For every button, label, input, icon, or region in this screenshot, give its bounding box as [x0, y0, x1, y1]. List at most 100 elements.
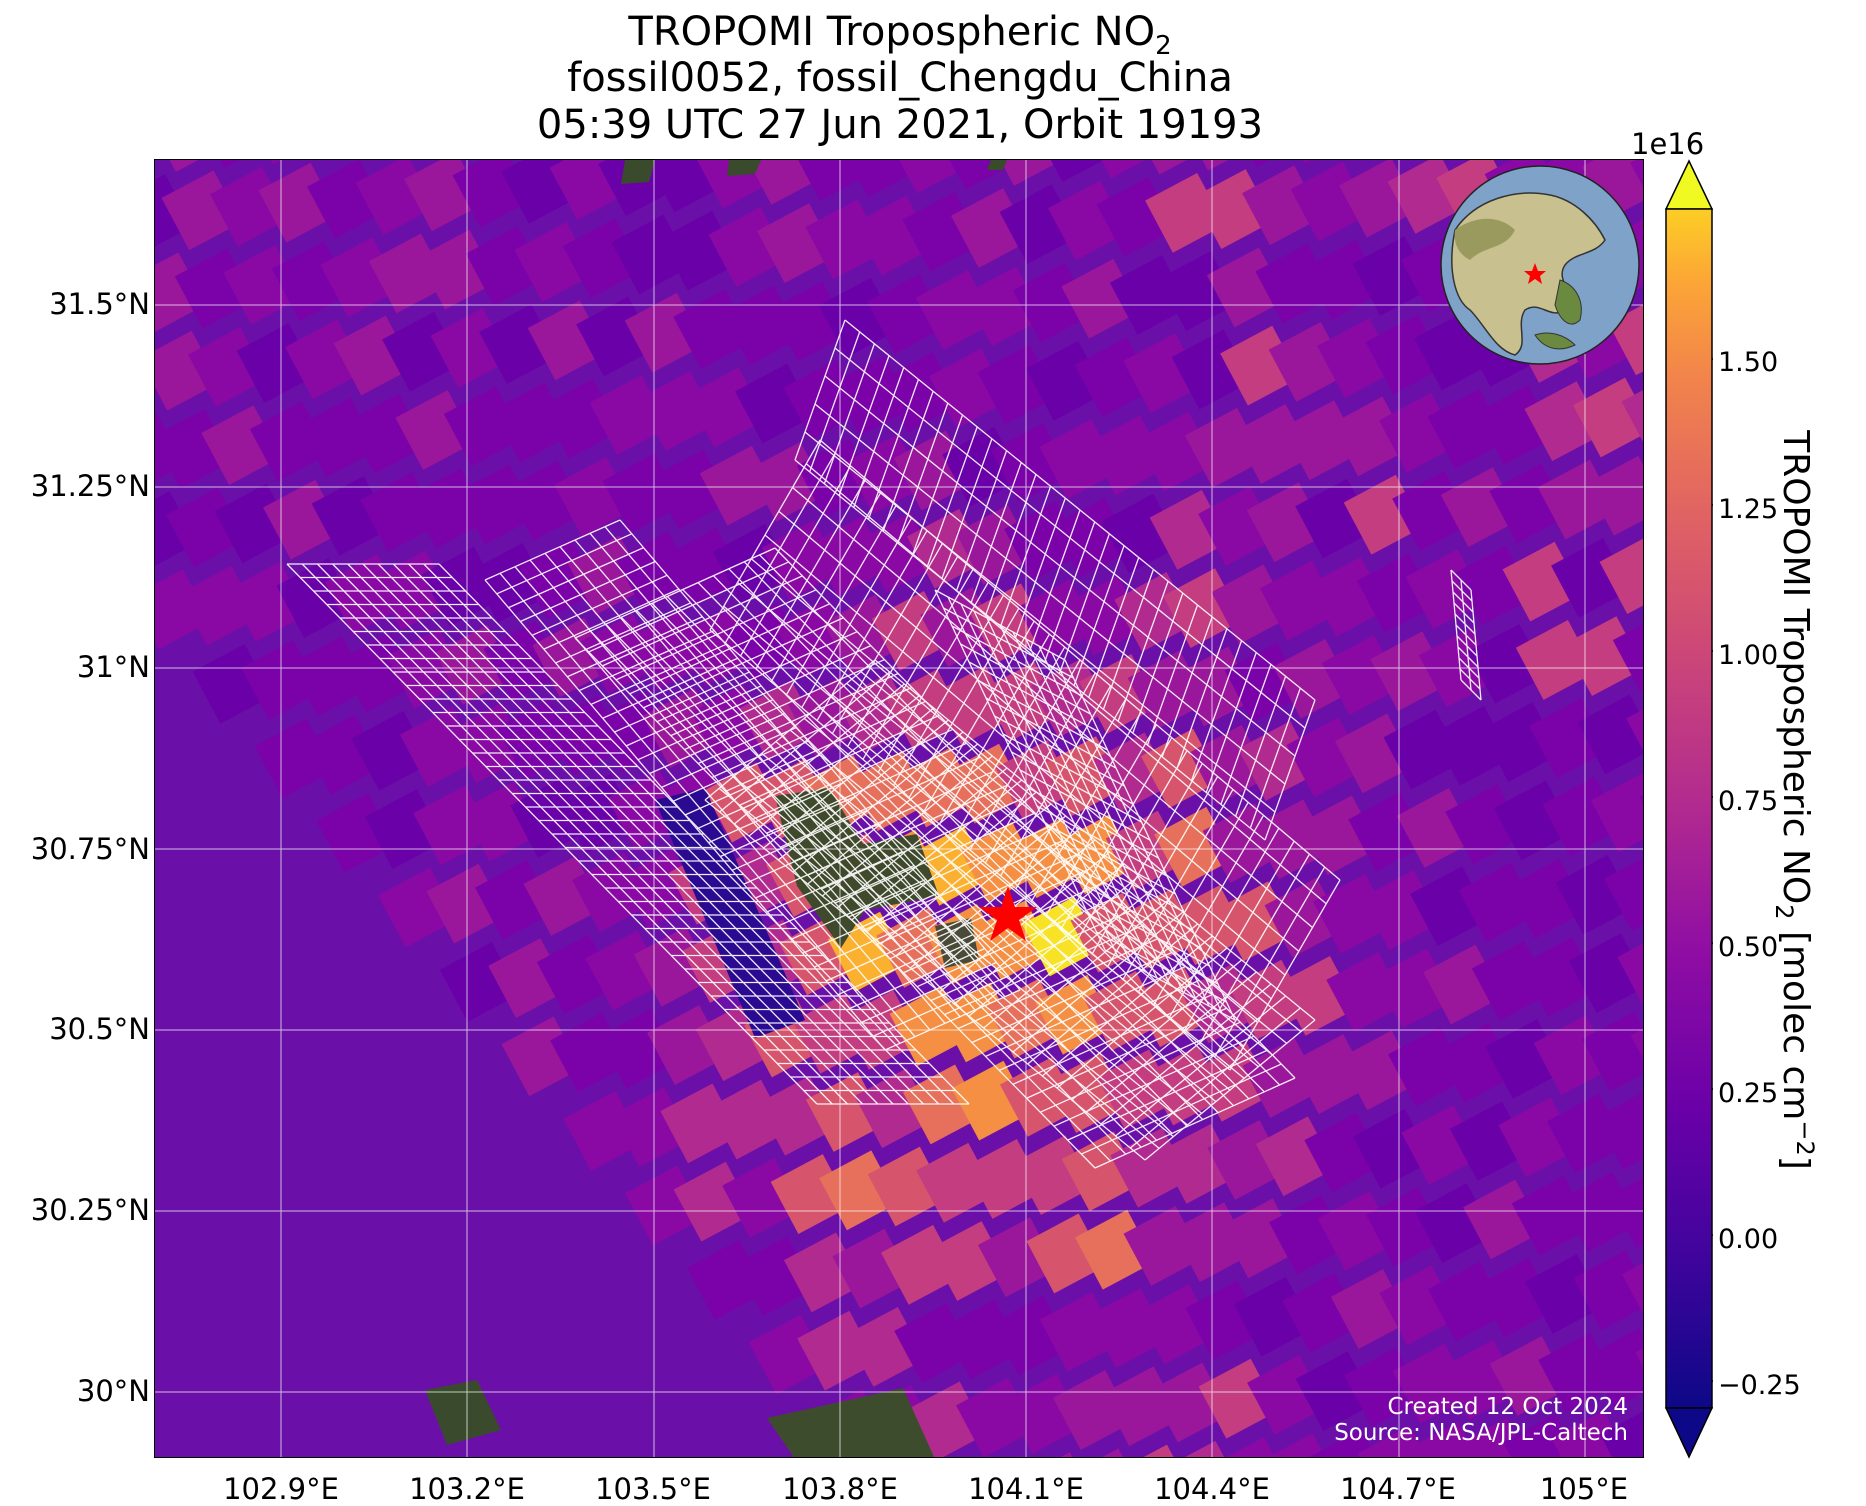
plume-mesh-line [1100, 983, 1272, 1125]
plume-mesh-line [794, 319, 846, 461]
lon-tick: 104.7°E [1340, 1472, 1456, 1506]
plume-mesh-line [1011, 751, 1142, 823]
lat-tick: 31.5°N [49, 287, 150, 321]
plume-mesh-line [770, 491, 882, 683]
plume-mesh-line [1104, 949, 1236, 1021]
plume-mesh-line [1045, 823, 1176, 895]
plume-mesh-line [578, 629, 715, 692]
colorbar-tick: 0.00 [1718, 1224, 1779, 1255]
lon-tick: 103.2°E [409, 1472, 525, 1506]
plume-mesh-line [882, 391, 934, 532]
plume-mesh-line [908, 607, 1020, 799]
no2-pixel [889, 160, 970, 194]
map-panel[interactable] [154, 159, 1644, 1458]
plume-mesh-line [520, 560, 656, 623]
colorbar-tick: 1.25 [1718, 494, 1779, 525]
plume-mesh-line [853, 367, 905, 508]
plume-mesh-line [848, 826, 1049, 918]
plume-mesh-line [778, 864, 915, 927]
plume-mesh-line [1117, 581, 1169, 722]
lon-tick: 103.8°E [782, 1472, 898, 1506]
lon-tick: 103.5°E [595, 1472, 711, 1506]
colorbar-tick: 1.50 [1718, 347, 1779, 378]
plume-mesh-line [998, 979, 1200, 1071]
plume-mesh-line [777, 719, 949, 861]
colorbar [1665, 159, 1713, 1459]
plume-mesh-line [951, 625, 1083, 697]
plume-mesh-line [1452, 591, 1474, 613]
plume-mesh-line [969, 659, 1081, 851]
plume-mesh-line [1264, 699, 1316, 841]
plume-mesh-line [670, 645, 872, 737]
plume-mesh-line [814, 906, 950, 968]
plume-mesh-line [807, 743, 979, 885]
colorbar-tick: 0.25 [1718, 1078, 1779, 1109]
lat-tick: 31°N [76, 650, 150, 684]
plume-mesh-line [985, 697, 1117, 769]
plume-mesh-line [508, 547, 644, 609]
plume-mesh-line [880, 803, 1052, 945]
no2-pixel [1586, 1328, 1643, 1409]
plume-mesh-line [926, 426, 978, 568]
plume-mesh-line [897, 402, 949, 544]
no2-pixel [1608, 295, 1643, 376]
plume-mesh-line [1451, 580, 1473, 602]
plume-mesh-line [602, 575, 803, 667]
plume-mesh-line [719, 671, 891, 813]
lon-tick: 105°E [1539, 1472, 1629, 1506]
plume-mesh-line [1450, 569, 1472, 591]
plume-mesh-line [709, 439, 821, 631]
plume-mesh-line [1129, 1007, 1301, 1149]
no2-pixel [1595, 1089, 1643, 1170]
plume-mesh-line [708, 782, 844, 844]
plume-mesh-line [877, 582, 989, 773]
plume-mesh-line [785, 504, 898, 696]
plume-mesh-line [496, 533, 633, 595]
plume-mesh-line [1146, 604, 1199, 746]
plume-mesh-line [825, 920, 962, 982]
created-date: Created 12 Oct 2024 [1387, 1394, 1628, 1420]
plume-mesh-line [1014, 497, 1066, 639]
no2-pixel [1590, 772, 1643, 853]
plume-mesh-line [985, 474, 1037, 615]
plume-mesh-line [836, 767, 1008, 909]
plume-mesh-line [1029, 509, 1081, 651]
no2-pixel [743, 160, 824, 205]
plume-mesh-line [867, 379, 920, 520]
plume-mesh-line [955, 450, 1008, 591]
title-line-2: fossil0052, fossil_Chengdu_China [567, 55, 1233, 101]
plume-mesh-line [997, 899, 1169, 1041]
plume-mesh-line [629, 603, 831, 695]
plume-mesh-line [1456, 635, 1478, 657]
no2-pixel [792, 160, 873, 201]
plume-mesh-line [1249, 687, 1301, 829]
plume-mesh-line [1015, 698, 1127, 890]
plume-mesh-line [1454, 613, 1476, 635]
plume-mesh-line [643, 617, 844, 709]
plume-mesh-line [484, 519, 621, 581]
plume-mesh-line [934, 589, 1066, 661]
plume-mesh-line [531, 574, 668, 636]
plume-mesh-line [793, 770, 995, 862]
plume-mesh-line [802, 892, 938, 954]
plume-mesh-overlay [286, 319, 1482, 1169]
plume-mesh-line [909, 827, 1081, 969]
plume-mesh-line [649, 712, 785, 775]
colorbar-tick: 0.75 [1718, 786, 1779, 817]
no2-pixel [1608, 1168, 1643, 1248]
plume-mesh-line [977, 679, 1108, 751]
plume-mesh-line [1453, 602, 1475, 624]
plume-mesh-line [1229, 879, 1341, 1071]
plume-mesh-line [1028, 787, 1159, 859]
plume-mesh-line [697, 672, 899, 765]
no2-pixel [646, 160, 727, 213]
plume-mesh-line [763, 707, 935, 849]
no2-pixel [1599, 534, 1643, 614]
plume-mesh-line [1056, 947, 1228, 1089]
plume-mesh-line [656, 631, 858, 723]
colorbar-exponent: 1e16 [1631, 127, 1705, 161]
plume-mesh-line [1214, 866, 1326, 1058]
plume-mesh-line [1081, 1063, 1282, 1155]
plume-mesh-line [1062, 859, 1193, 931]
plume-mesh-line [1455, 624, 1477, 646]
